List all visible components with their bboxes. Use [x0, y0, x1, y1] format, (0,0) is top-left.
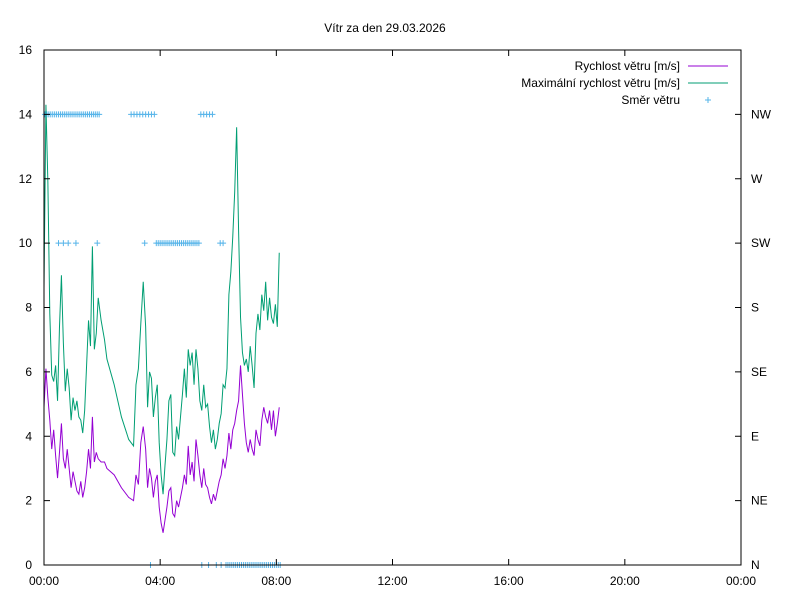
y2-tick-label-1: NE	[751, 494, 768, 508]
x-tick-label-6: 00:00	[726, 574, 756, 588]
y-tick-label-3: 6	[25, 365, 32, 379]
plot-border	[43, 49, 742, 566]
y-tick-label-4: 8	[25, 301, 32, 315]
direction-point-32	[72, 240, 79, 247]
series-1	[43, 104, 280, 495]
legend-sample-2	[705, 97, 711, 103]
direction-point-28	[96, 111, 103, 118]
x-tick-label-1: 04:00	[145, 574, 175, 588]
direction-point-71	[209, 111, 216, 118]
direction-point-42	[151, 111, 158, 118]
y-tick-label-0: 0	[25, 558, 32, 572]
y2-tick-label-3: SE	[751, 365, 767, 379]
y-tick-label-8: 16	[19, 43, 33, 57]
y2-tick-label-2: E	[751, 429, 759, 443]
legend-label-2: Směr větru	[621, 93, 680, 107]
y2-tick-label-4: S	[751, 301, 759, 315]
y-tick-label-6: 12	[19, 172, 33, 186]
x-tick-label-5: 20:00	[610, 574, 640, 588]
x-tick-label-3: 12:00	[377, 574, 407, 588]
direction-point-43	[141, 240, 148, 247]
direction-point-33	[94, 240, 101, 247]
series-line-0	[43, 365, 280, 533]
legend-label-0: Rychlost větru [m/s]	[575, 59, 680, 73]
y-tick-label-1: 2	[25, 494, 32, 508]
x-tick-label-2: 08:00	[261, 574, 291, 588]
series-0	[43, 365, 280, 533]
chart-title: Vítr za den 29.03.2026	[324, 21, 446, 35]
x-tick-label-4: 16:00	[494, 574, 524, 588]
y2-tick-label-0: N	[751, 558, 760, 572]
direction-point-73	[220, 240, 227, 247]
y-tick-label-2: 4	[25, 429, 32, 443]
legend-label-1: Maximální rychlost větru [m/s]	[521, 76, 680, 90]
y2-tick-label-5: SW	[751, 236, 771, 250]
y-tick-label-5: 10	[19, 236, 33, 250]
y2-tick-label-6: W	[751, 172, 763, 186]
y2-tick-label-7: NW	[751, 107, 772, 121]
legend: Rychlost větru [m/s] Maximální rychlost v…	[521, 59, 728, 107]
series-line-1	[43, 104, 280, 495]
y-tick-label-7: 14	[19, 107, 33, 121]
direction-point-66	[195, 240, 202, 247]
x-tick-label-0: 00:00	[29, 574, 59, 588]
axis-layer: 00:00 04:00 08:00 12:00 16:00 20:00 00:00 0 2 4 6 8…	[19, 43, 772, 588]
direction-point-31	[65, 240, 72, 247]
